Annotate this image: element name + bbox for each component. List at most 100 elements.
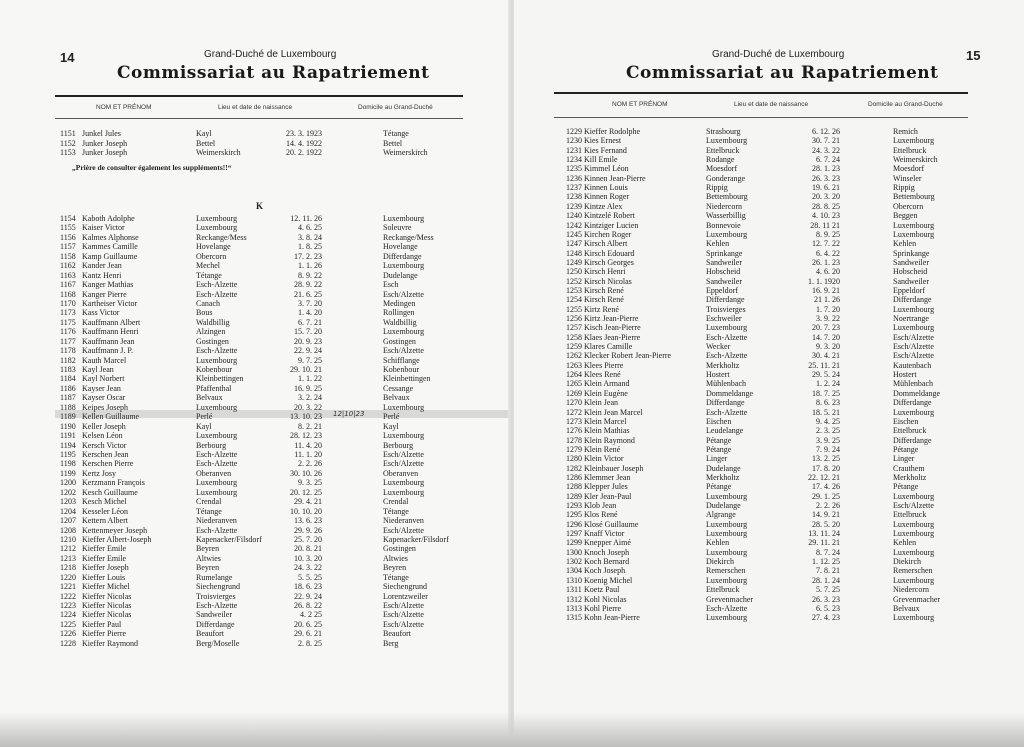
entry-number: 1151 [60,129,76,138]
entry-row: 1264 Klees René Hostert 29. 5. 24 Hostert [514,370,1024,379]
entry-name: Klob Jean [584,501,617,510]
entry-name: Kieffer Emile [82,553,127,563]
entry-domicile: Kehlen [893,239,917,249]
entry-domicile: Esch/Alzette [383,289,424,299]
entry-name: Klaes Jean-Pierre [584,332,641,342]
entry-domicile: Mühlenbach [893,379,933,389]
entry-row: 1282 Kleinbauer Joseph Dudelange 17. 8. 20 C… [514,464,1024,473]
entry-row: 1195 Kerschen Jean Esch-Alzette 11. 1. 20 Es… [0,450,510,459]
entry-row: 1247 Kirsch Albert Kehlen 12. 7. 22 Kehlen [514,239,1024,248]
entry-birthdate: 26. 3. 23 [812,173,840,183]
entry-birthplace: Strasbourg [706,127,741,136]
entry-birthdate: 1. 8. 25 [298,242,322,252]
entry-row: 1199 Kertz Josy Oberanven 30. 10. 26 Oberanv… [0,469,510,478]
entry-birthdate: 29. 4. 21 [294,497,322,507]
entry-birthplace: Rumelange [196,572,233,582]
entry-number: 1311 [566,585,582,595]
entry-domicile: Niederanven [383,516,424,526]
entry-birthplace: Eschweiler [706,314,742,323]
entry-name: Kesseler Léon [82,506,128,516]
entry-number: 1265 [566,379,582,389]
entry-name: Kimmel Léon [584,164,629,174]
entry-birthplace: Luxembourg [706,519,748,529]
entry-number: 1264 [566,370,582,380]
entry-birthplace: Leudelange [706,426,744,436]
entry-birthplace: Tétange [196,506,222,516]
entry-row: 1231 Kies Fernand Ettelbruck 24. 3. 22 Ettel… [514,146,1024,155]
entry-domicile: Obercorn [893,201,924,211]
entry-birthdate: 29. 1. 25 [812,491,840,501]
entry-birthplace: Esch-Alzette [706,332,748,342]
entry-name: Kayser Jean [82,383,121,393]
entry-domicile: Waldbillig [383,317,417,327]
entry-domicile: Beyren [383,563,407,573]
entry-domicile: Beggen [893,211,918,221]
entry-birthplace: Luxembourg [706,136,748,146]
column-header-birth: Lieu et date de naissance [734,101,809,108]
entry-name: Kieffer Paul [82,619,122,629]
entry-birthplace: Kayl [196,129,212,138]
entry-number: 1190 [60,421,76,431]
entry-domicile: Luxembourg [893,136,935,146]
entry-birthdate: 3. 7. 20 [298,298,322,308]
entry-row: 1278 Klein Raymond Pétange 3. 9. 25 Differda… [514,436,1024,445]
entry-row: 1312 Kohl Nicolas Grevenmacher 26. 3. 23 Gre… [514,595,1024,604]
entry-name: Kinnen Louis [584,183,628,193]
entry-domicile: Ettelbruck [893,426,927,436]
entry-birthplace: Pétange [706,435,732,445]
entry-birthplace: Bous [196,308,213,318]
entry-number: 1207 [60,516,76,526]
entry-name: Kertz Josy [82,468,116,478]
header-rule [554,92,968,94]
entry-name: Kirsch Nicolas [584,276,632,286]
entry-domicile: Luxembourg [893,407,935,417]
entry-birthdate: 25. 11. 21 [808,360,840,370]
entry-row: 1286 Klemmer Jean Merkholtz 22. 12. 21 Merkh… [514,473,1024,482]
entry-row: 1272 Klein Jean Marcel Esch-Alzette 18. 5. … [514,408,1024,417]
entry-number: 1198 [60,459,76,469]
entry-birthdate: 16. 9. 25 [294,383,322,393]
entry-birthplace: Bonnevoie [706,220,741,230]
entry-number: 1230 [566,136,582,146]
entry-domicile: Ettelbruck [893,145,927,155]
entry-name: Kaboth Adolphe [82,214,135,223]
entry-birthplace: Merkholtz [706,472,740,482]
entry-name: Klein Jean [584,398,618,408]
entry-name: Klees Pierre [584,360,624,370]
left-page: 14 Grand-Duché de Luxembourg Commissaria… [0,0,510,747]
entry-row: 1155 Kaiser Victor Luxembourg 4. 6. 25 Soleu… [0,223,510,232]
entry-birthplace: Hobscheid [706,267,741,277]
entry-birthdate: 15. 7. 20 [294,327,322,337]
right-page: Grand-Duché de Luxembourg 15 Commissaria… [514,0,1024,747]
entry-domicile: Eppeldorf [893,285,925,295]
entry-name: Kauffmann Henri [82,327,139,337]
column-header-name: NOM ET PRÉNOM [96,104,152,111]
entry-number: 1300 [566,547,582,557]
entry-number: 1177 [60,336,76,346]
entry-domicile: Berg [383,638,399,648]
entry-name: Kieffer Louis [82,572,126,582]
entry-name: Keller Joseph [82,421,126,431]
entry-birthdate: 24. 3. 22 [294,563,322,573]
entry-birthplace: Luxembourg [706,491,748,501]
entry-domicile: Hobscheid [893,267,928,277]
entry-number: 1175 [60,317,76,327]
highlight-band [55,410,510,418]
entry-birthdate: 30. 7. 21 [812,136,840,146]
entry-row: 1183 Kayl Jean Kobenbour 29. 10. 21 Kobenbou… [0,365,510,374]
entry-number: 1282 [566,463,582,473]
entry-domicile: Merkholtz [893,472,927,482]
entry-birthdate: 20. 2. 1922 [286,148,322,157]
entry-birthdate: 9. 3. 20 [816,342,840,352]
entry-birthdate: 20. 3. 20 [812,192,840,202]
entry-domicile: Siechengrund [383,582,427,592]
entry-name: Kinnen Jean-Pierre [584,173,646,183]
entry-number: 1186 [60,383,76,393]
entry-row: 1295 Klos René Algrange 14. 9. 21 Ettelbruck [514,510,1024,519]
entry-birthdate: 24. 3. 22 [812,145,840,155]
entry-row: 1253 Kirsch René Eppeldorf 16. 9. 21 Eppeldo… [514,286,1024,295]
entry-birthplace: Canach [196,298,220,308]
entry-birthdate: 2. 8. 25 [298,638,322,648]
entry-number: 1259 [566,342,582,352]
entry-birthdate: 3. 9. 25 [816,435,840,445]
